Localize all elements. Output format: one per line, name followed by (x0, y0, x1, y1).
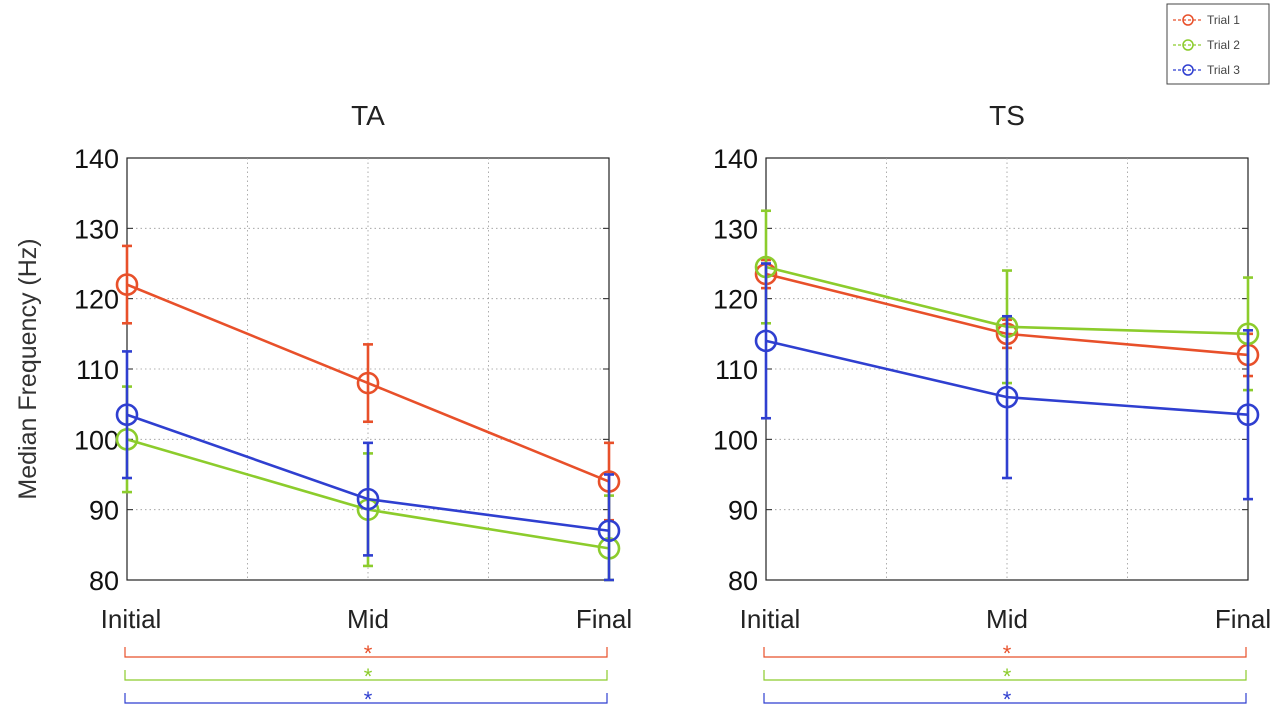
legend-label-trial-2: Trial 2 (1207, 38, 1240, 52)
y-tick-label: 100 (713, 425, 758, 455)
significance-bracket-trial-2 (763, 670, 1247, 681)
y-tick-label: 130 (713, 214, 758, 244)
data-point-trial-3 (1236, 403, 1260, 427)
significance-bracket-trial-2 (124, 670, 608, 681)
significance-marker-trial-3: * (1003, 687, 1012, 704)
x-tick-label-final: Final (1215, 604, 1271, 634)
chart-title: TS (989, 100, 1025, 131)
significance-marker-trial-1: * (364, 641, 373, 666)
legend-label-trial-1: Trial 1 (1207, 13, 1240, 27)
significance-marker-trial-3: * (364, 687, 373, 704)
significance-marker-trial-1: * (1003, 641, 1012, 666)
x-tick-label-initial: Initial (101, 604, 162, 634)
y-tick-label: 110 (715, 355, 758, 385)
data-point-trial-1 (115, 273, 139, 296)
y-tick-label: 90 (89, 496, 119, 526)
y-tick-label: 120 (713, 285, 758, 315)
x-tick-label-mid: Mid (347, 604, 389, 634)
y-tick-label: 140 (713, 144, 758, 174)
y-tick-label: 120 (74, 285, 119, 315)
significance-bracket-trial-3 (763, 693, 1247, 704)
y-tick-label: 130 (74, 214, 119, 244)
data-point-trial-3 (597, 519, 621, 543)
y-tick-label: 110 (76, 355, 119, 385)
y-tick-label: 80 (728, 566, 758, 596)
chart-panel-ta: 80 90 100 110 120 130 140 Initial Mid Final TA Medi… (14, 100, 632, 704)
chart-title: TA (351, 100, 385, 131)
legend: Trial 1 Trial 2 Trial 3 (1166, 3, 1270, 85)
y-axis-label: Median Frequency (Hz) (14, 238, 42, 499)
y-tick-label: 140 (74, 144, 119, 174)
y-tick-label: 80 (89, 566, 119, 596)
x-tick-label-final: Final (576, 604, 632, 634)
significance-bracket-trial-1 (124, 647, 608, 658)
x-tick-label-initial: Initial (740, 604, 801, 634)
significance-marker-trial-2: * (1003, 664, 1012, 689)
x-tick-label-mid: Mid (986, 604, 1028, 634)
data-point-trial-3 (356, 487, 380, 511)
legend-marker-trial-2 (1182, 39, 1194, 51)
y-tick-label: 100 (74, 425, 119, 455)
data-point-trial-1 (356, 371, 380, 395)
significance-bracket-trial-3 (124, 693, 608, 704)
data-point-trial-3 (754, 329, 778, 353)
legend-label-trial-3: Trial 3 (1207, 63, 1240, 77)
legend-marker-trial-1 (1182, 14, 1194, 26)
data-point-trial-3 (115, 403, 139, 427)
y-tick-label: 90 (728, 496, 758, 526)
legend-marker-trial-3 (1182, 64, 1194, 76)
significance-bracket-trial-1 (763, 647, 1247, 658)
data-point-trial-3 (995, 385, 1019, 409)
significance-marker-trial-2: * (364, 664, 373, 689)
